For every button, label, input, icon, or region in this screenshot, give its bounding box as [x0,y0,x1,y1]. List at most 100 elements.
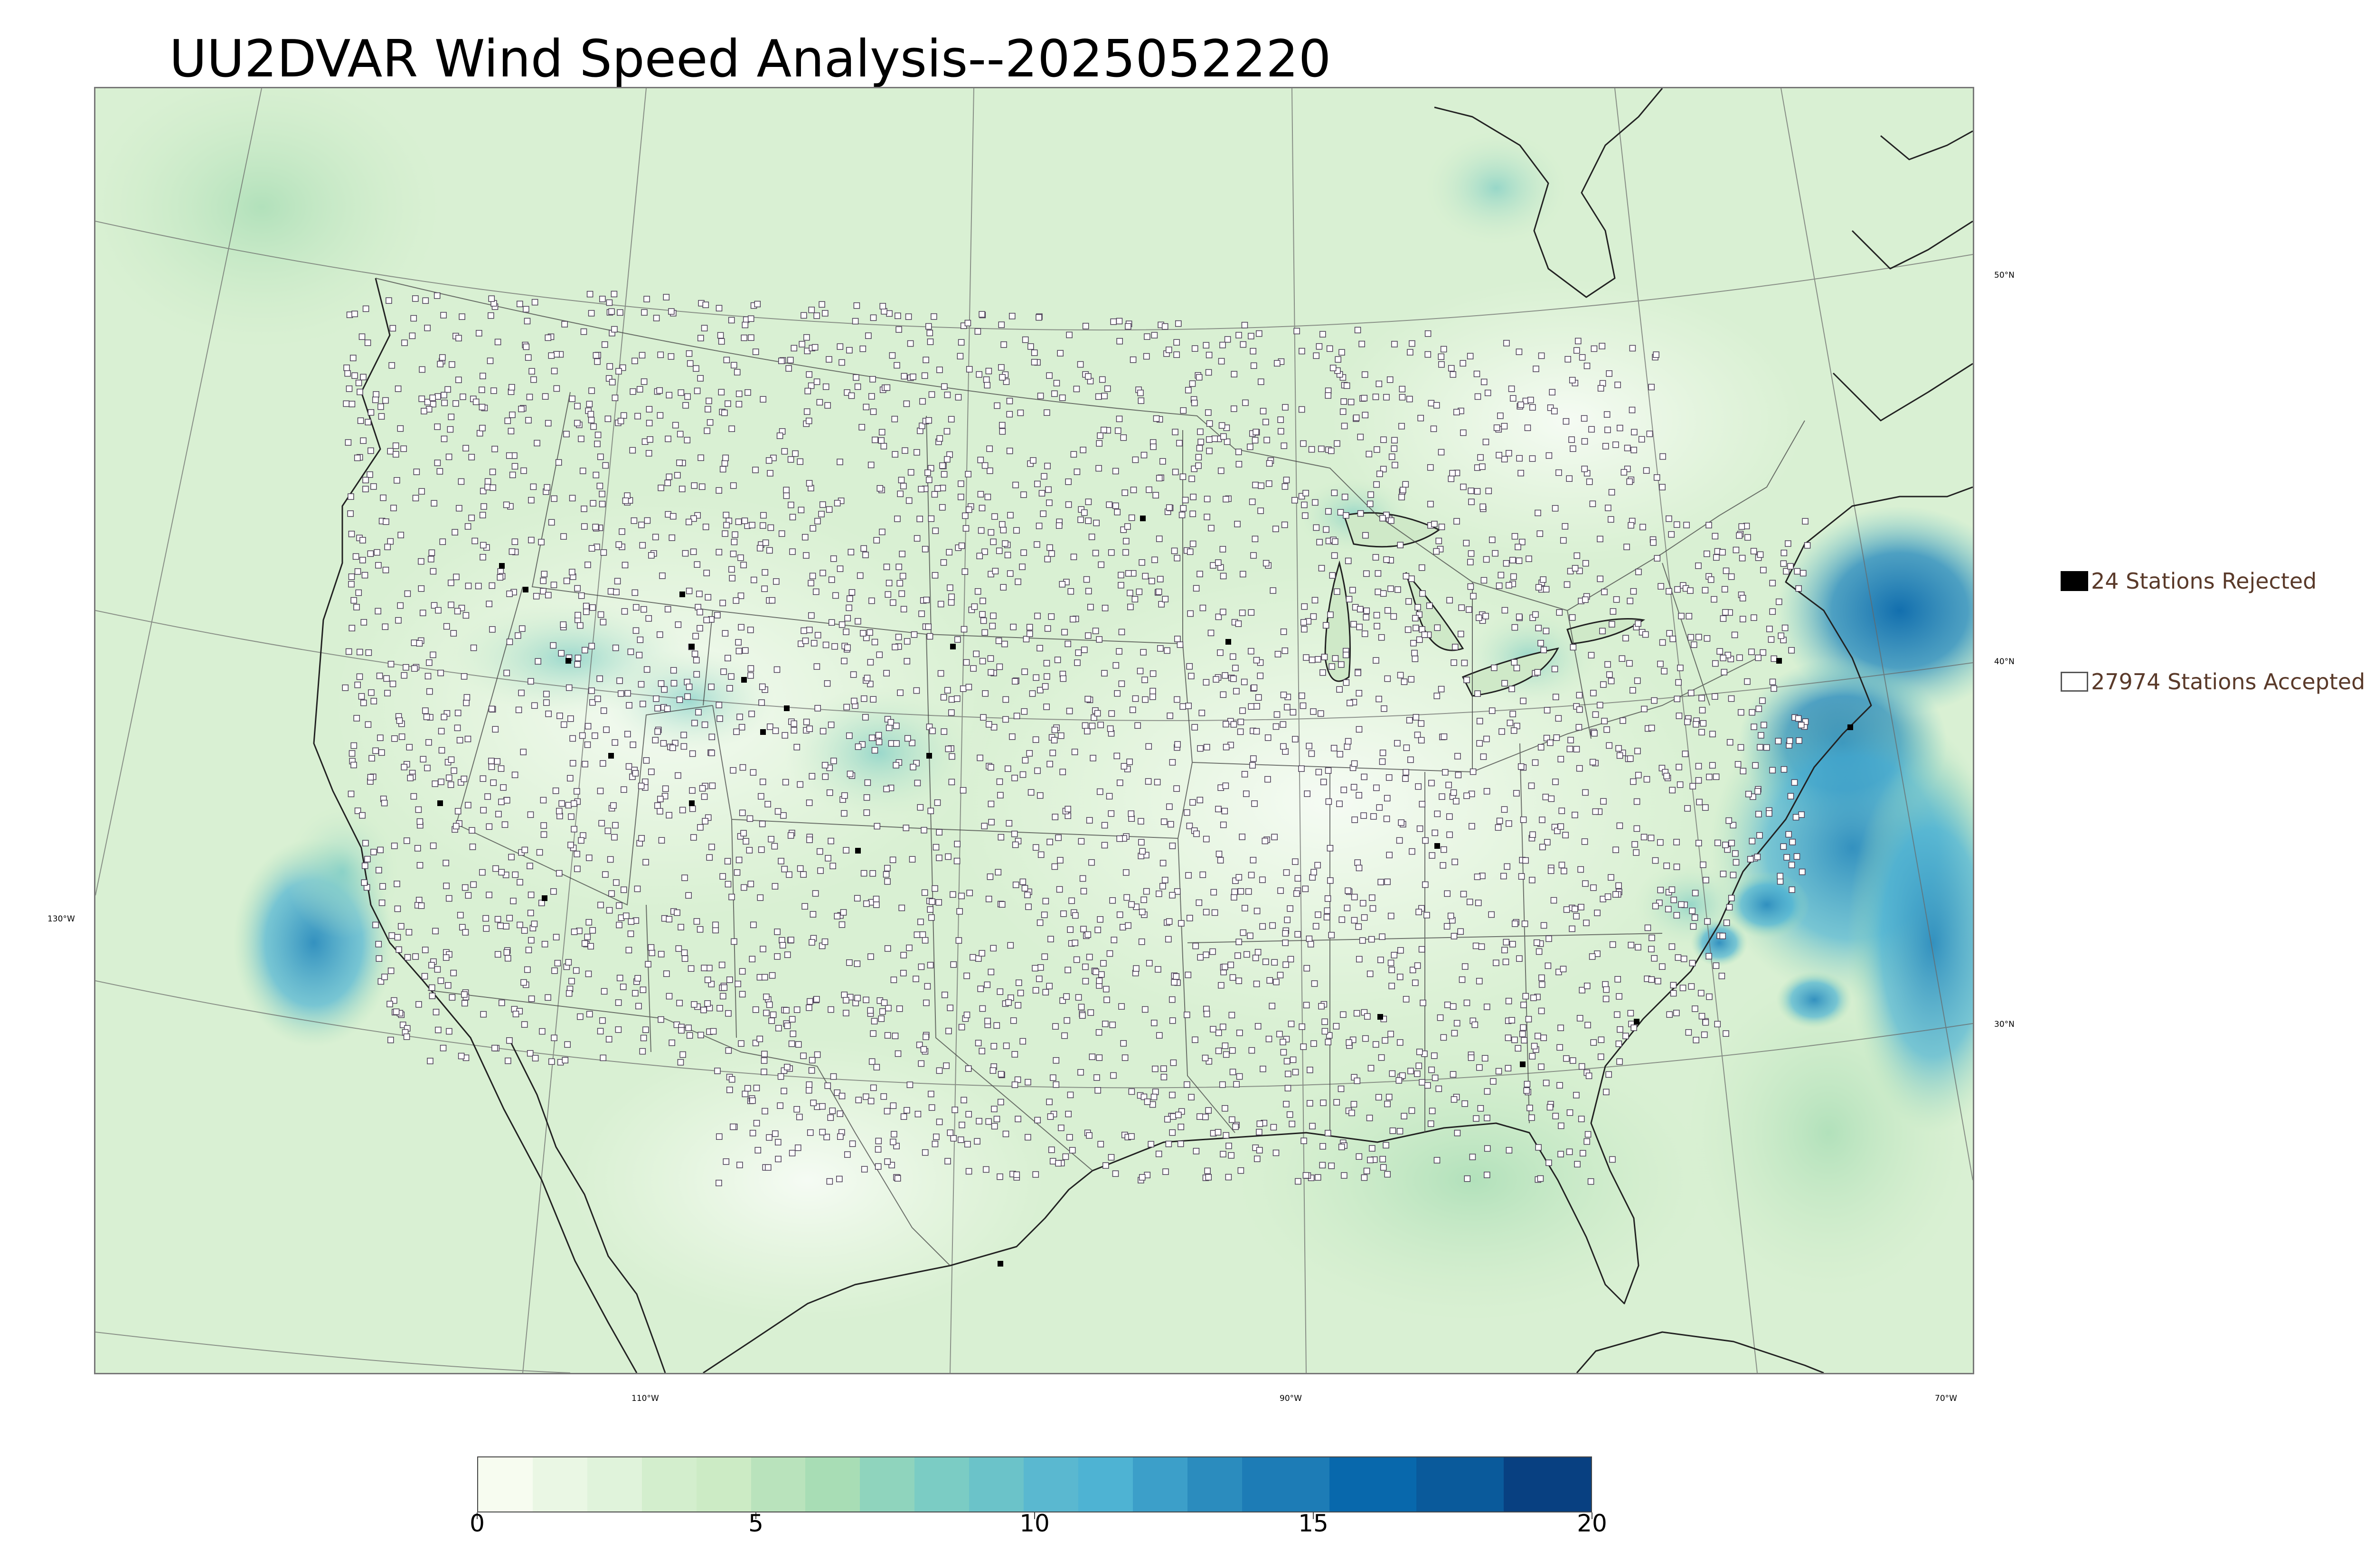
accepted-station-marker [645,615,652,622]
accepted-station-marker [860,545,867,552]
accepted-station-marker [479,869,486,876]
accepted-station-marker [489,626,496,633]
accepted-station-marker [726,1087,733,1093]
accepted-station-marker [1476,614,1482,621]
accepted-station-marker [1668,943,1676,950]
accepted-station-marker [1253,703,1260,710]
accepted-station-marker [1502,958,1509,966]
accepted-station-marker [821,938,829,945]
accepted-station-marker [1759,697,1766,704]
accepted-station-marker [1702,1019,1709,1026]
accepted-station-marker [1407,1068,1414,1074]
accepted-station-marker [365,721,372,728]
accepted-station-marker [1712,533,1719,540]
accepted-station-marker [765,1164,772,1171]
accepted-station-marker [686,1032,693,1039]
accepted-station-marker [883,786,890,792]
accepted-station-marker [584,741,591,748]
accepted-station-marker [963,1012,970,1018]
accepted-station-marker [1358,340,1365,347]
accepted-station-marker [1414,1070,1421,1077]
accepted-station-marker [917,804,924,811]
accepted-station-marker [1310,613,1317,620]
accepted-station-marker [699,785,706,792]
accepted-station-marker [1591,730,1598,737]
accepted-station-marker [1114,690,1121,697]
accepted-station-marker [977,491,984,498]
accepted-station-marker [1307,1100,1313,1107]
accepted-station-marker [900,970,907,976]
accepted-station-marker [1794,568,1801,575]
accepted-station-marker [985,1118,992,1125]
accepted-station-marker [892,644,898,650]
accepted-station-marker [691,1001,697,1008]
accepted-station-marker [362,486,369,492]
accepted-station-marker [556,713,563,719]
accepted-station-marker [1598,1053,1604,1060]
accepted-station-marker [1347,700,1353,706]
accepted-station-marker [818,511,825,517]
accepted-station-marker [1116,415,1123,423]
accepted-station-marker [1771,685,1777,692]
accepted-station-marker [1088,534,1095,540]
accepted-station-marker [1237,1167,1244,1174]
accepted-station-marker [579,732,586,739]
accepted-station-marker [883,670,890,676]
accepted-station-marker [870,408,877,415]
accepted-station-marker [979,1005,986,1012]
accepted-station-marker [658,484,664,491]
accepted-station-marker [970,665,977,672]
accepted-station-marker [922,937,929,944]
wind-speed-map[interactable] [94,87,1974,1374]
accepted-station-marker [1258,378,1264,385]
accepted-station-marker [676,1000,683,1006]
accepted-station-marker [405,929,413,936]
accepted-station-marker [1012,678,1018,685]
accepted-station-marker [1067,588,1074,595]
accepted-station-marker [1156,1032,1163,1039]
accepted-station-marker [1292,1069,1299,1076]
accepted-station-marker [664,479,671,486]
accepted-station-marker [432,928,439,935]
accepted-station-marker [814,517,821,525]
accepted-station-marker [1118,680,1125,687]
accepted-station-marker [1589,500,1596,507]
accepted-station-marker [719,873,726,880]
accepted-station-marker [1698,729,1705,736]
accepted-station-marker [1534,939,1540,946]
accepted-station-marker [1319,1143,1326,1150]
accepted-station-marker [377,734,384,741]
accepted-station-marker [1539,817,1545,823]
accepted-station-marker [964,1141,971,1148]
accepted-station-marker [1556,1082,1563,1089]
accepted-station-marker [1699,707,1706,714]
accepted-station-marker [775,1139,782,1145]
accepted-station-marker [1351,760,1358,767]
accepted-station-marker [826,506,833,513]
accepted-station-marker [791,727,798,734]
accepted-station-marker [367,447,374,454]
accepted-station-marker [922,545,929,553]
accepted-station-marker [1604,893,1611,900]
accepted-station-marker [895,312,901,319]
accepted-station-marker [634,975,641,982]
accepted-station-marker [1789,838,1796,845]
accepted-station-marker [472,398,480,405]
accepted-station-marker [1443,923,1451,930]
accepted-station-marker [707,419,714,426]
accepted-station-marker [749,1130,756,1136]
accepted-station-marker [905,497,913,504]
accepted-station-marker [848,549,855,555]
accepted-station-marker [890,1102,897,1109]
accepted-station-marker [479,512,486,518]
accepted-station-marker [1081,647,1088,653]
accepted-station-marker [1283,869,1290,876]
accepted-station-marker [1525,1016,1532,1023]
accepted-station-marker [582,761,588,768]
accepted-station-marker [1795,585,1802,592]
accepted-station-marker [567,775,574,782]
accepted-station-marker [1151,556,1158,563]
accepted-station-marker [427,1058,433,1064]
accepted-station-marker [1364,1013,1371,1020]
accepted-station-marker [1367,1065,1375,1071]
